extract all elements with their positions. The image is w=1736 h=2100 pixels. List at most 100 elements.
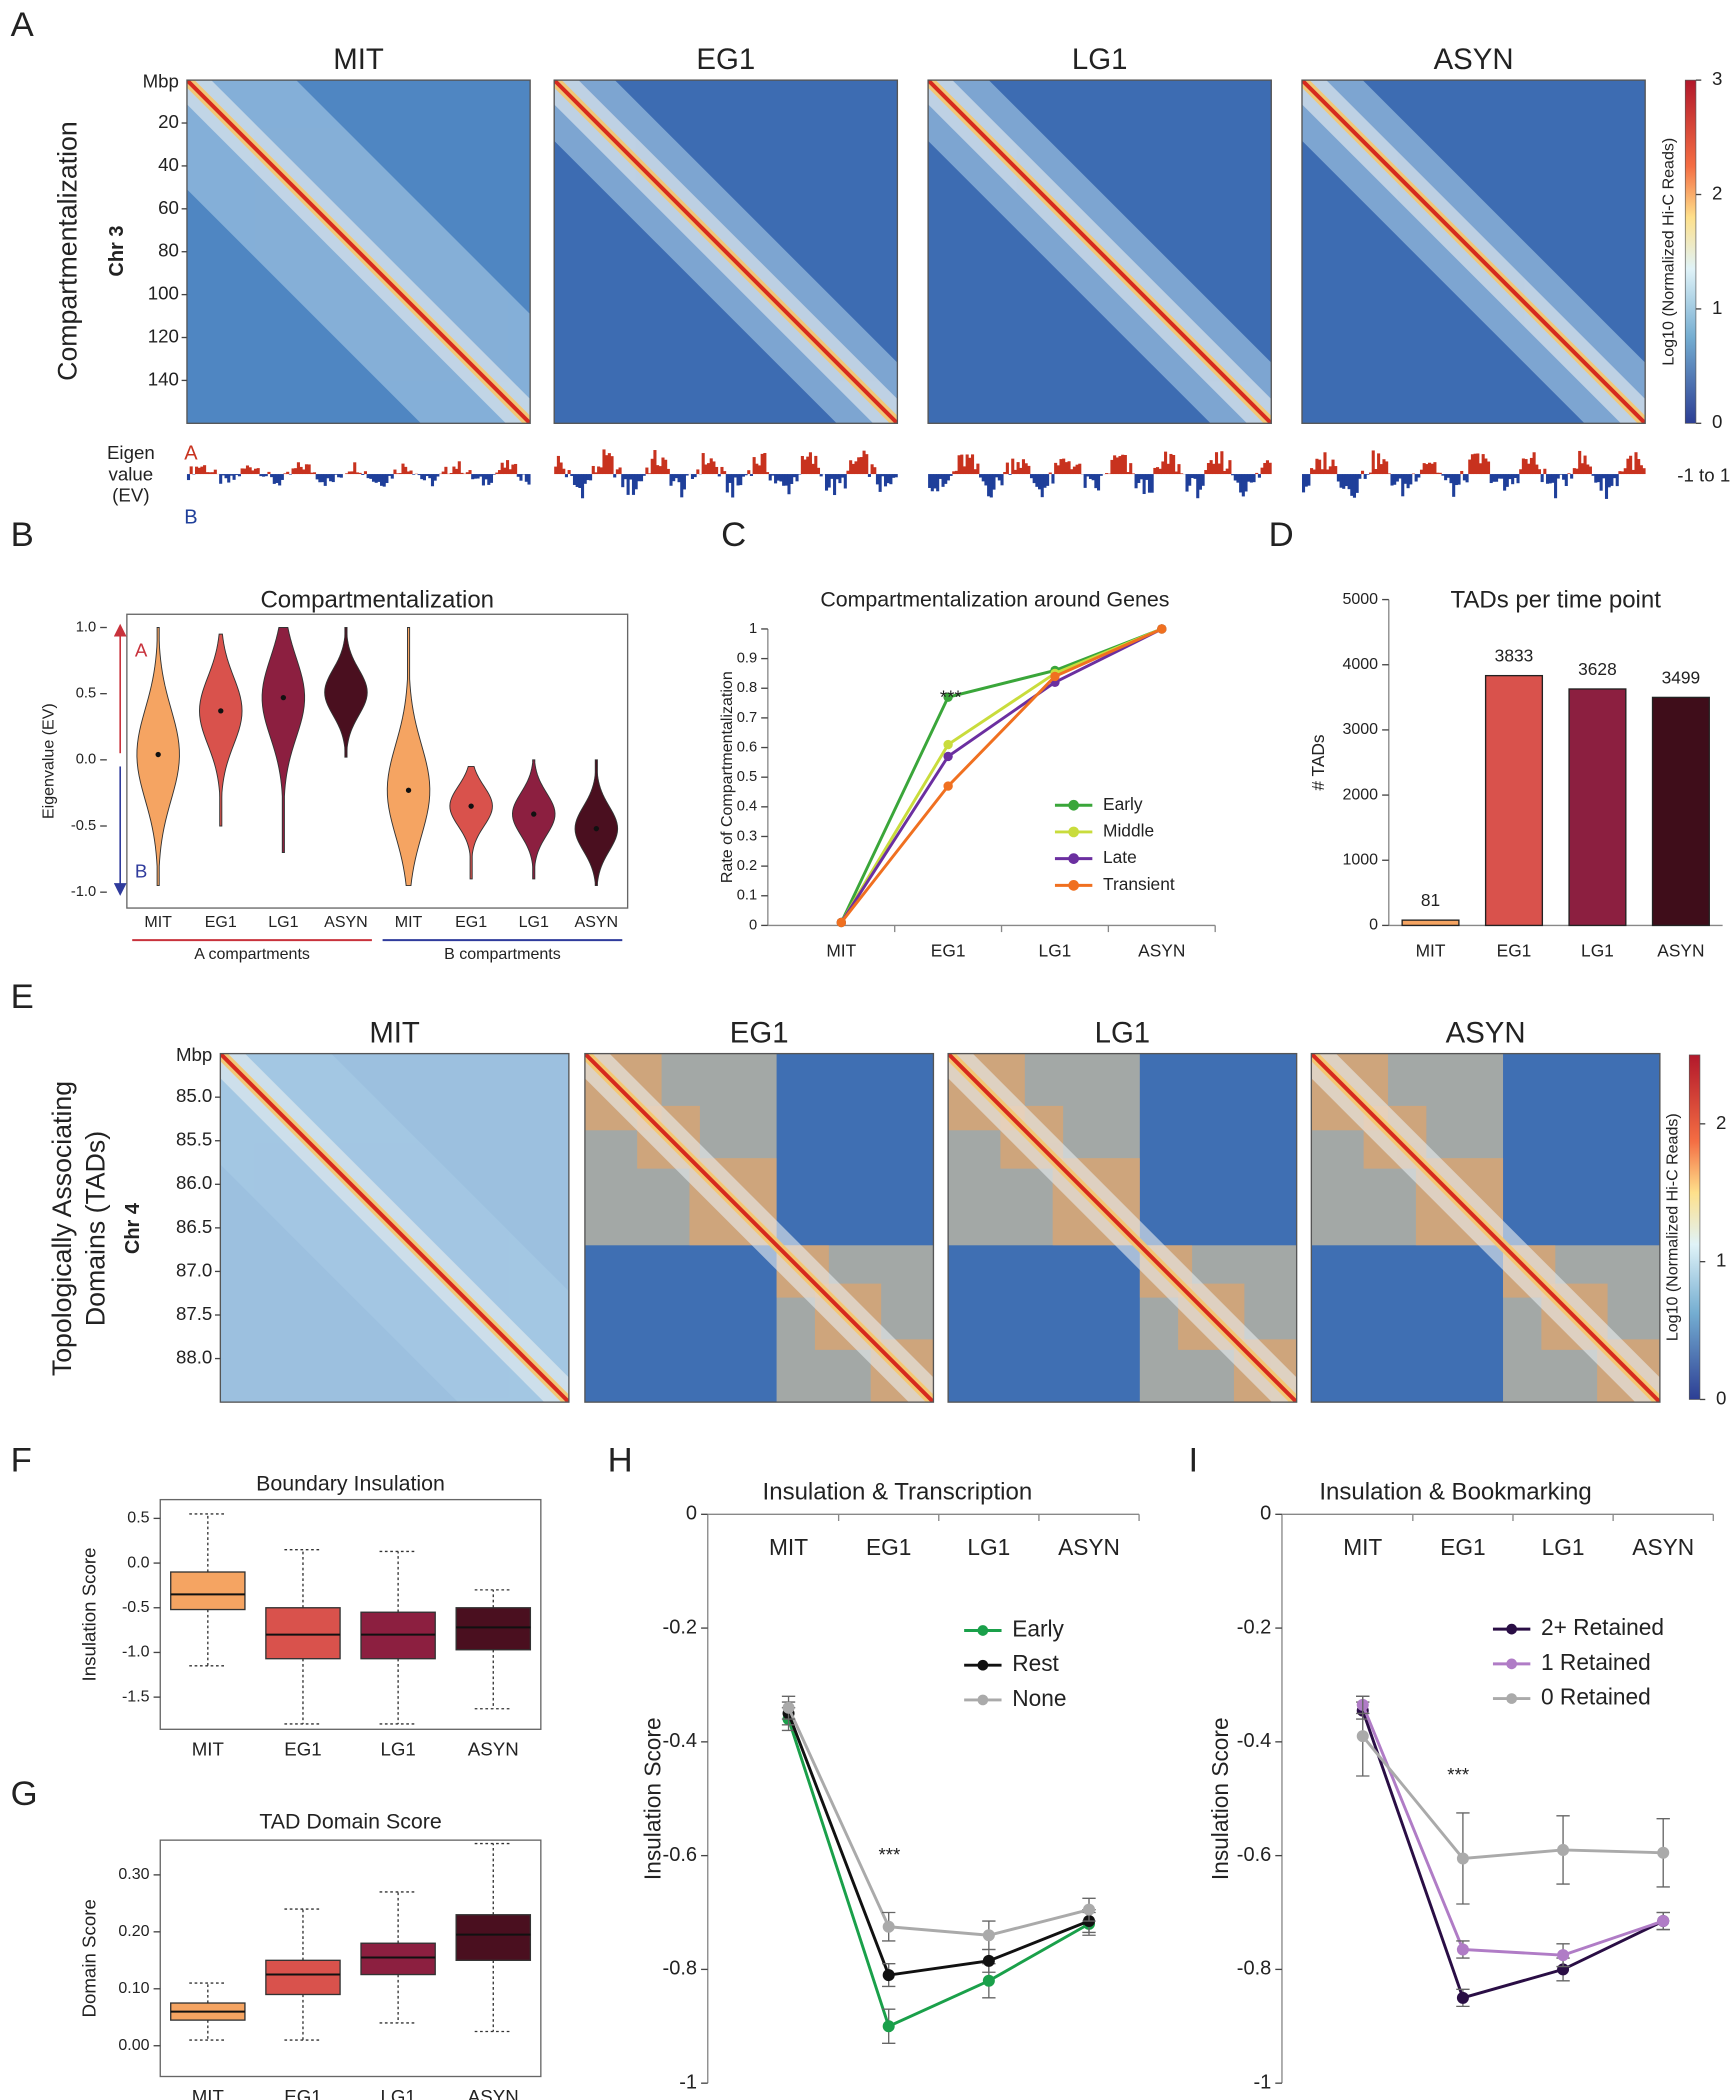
eigen-bar bbox=[629, 474, 633, 480]
eigen-bar bbox=[1476, 453, 1480, 475]
heatmap bbox=[928, 80, 1272, 424]
heatmap-frame bbox=[927, 79, 1272, 424]
eigen-bar bbox=[1398, 474, 1402, 479]
eigen-bar bbox=[1153, 467, 1157, 475]
eigen-bar bbox=[639, 474, 644, 482]
group-annotation: B bbox=[135, 860, 147, 881]
x-tick-label: MIT bbox=[1416, 941, 1446, 961]
map-title: MIT bbox=[369, 1017, 420, 1050]
eigen-bar bbox=[1470, 454, 1474, 475]
eigen-bar bbox=[1390, 474, 1394, 486]
eigen-bar bbox=[941, 474, 945, 487]
panel-letter: C bbox=[721, 516, 746, 554]
value-label: 3628 bbox=[1578, 659, 1617, 679]
eigen-bar bbox=[506, 460, 510, 475]
eigen-bar bbox=[345, 473, 349, 475]
eigen-bar bbox=[1543, 468, 1547, 475]
point bbox=[1082, 1903, 1096, 1916]
map-title: ASYN bbox=[1446, 1017, 1526, 1050]
x-tick-label: MIT bbox=[769, 1534, 808, 1560]
y-tick-label: 3000 bbox=[1342, 720, 1378, 738]
eigen-bar bbox=[621, 474, 625, 488]
eigen-bar bbox=[1067, 461, 1071, 475]
eigen-bar bbox=[1220, 451, 1224, 475]
eigen-bar bbox=[1190, 474, 1194, 479]
eigen-bar bbox=[1097, 474, 1101, 491]
eigen-bar bbox=[473, 474, 477, 479]
eigen-bar bbox=[1336, 474, 1340, 482]
eigen-bar bbox=[736, 474, 740, 486]
eigen-bar bbox=[849, 460, 853, 475]
chromosome-label: Chr 3 bbox=[106, 225, 128, 276]
eigen-bar bbox=[1206, 462, 1211, 475]
eigen-bar bbox=[514, 463, 518, 475]
legend-marker bbox=[1506, 1658, 1517, 1670]
heatmap-frame bbox=[947, 1052, 1298, 1403]
eigen-bar bbox=[1516, 474, 1520, 484]
eigen-bar bbox=[960, 454, 964, 475]
eigen-bar bbox=[997, 474, 1001, 481]
eigen-bar bbox=[1304, 474, 1308, 487]
eigen-bar bbox=[669, 474, 673, 486]
heatmap bbox=[1301, 80, 1646, 424]
eigen-bar bbox=[428, 474, 432, 479]
eigen-bar bbox=[1016, 462, 1020, 475]
eigen-bar bbox=[685, 474, 689, 476]
eigen-bar bbox=[444, 466, 448, 475]
eigen-bar bbox=[1489, 474, 1493, 484]
eigen-bar bbox=[452, 466, 456, 475]
eigen-bar bbox=[578, 474, 582, 488]
eigen-bar bbox=[497, 470, 502, 475]
eigen-bar bbox=[1249, 474, 1253, 483]
x-tick-label: ASYN bbox=[1138, 941, 1185, 961]
eigen-bar bbox=[1570, 474, 1574, 479]
y-tick-label: 80 bbox=[158, 240, 179, 261]
eigen-bar bbox=[278, 474, 282, 486]
eigen-bar bbox=[1161, 461, 1165, 475]
eigen-bar bbox=[390, 474, 394, 479]
eigen-bar bbox=[288, 474, 292, 475]
eigen-bar bbox=[310, 472, 314, 475]
chart-title: Boundary Insulation bbox=[256, 1472, 445, 1496]
eigen-bar bbox=[1433, 462, 1437, 475]
eigen-bar bbox=[197, 467, 201, 475]
x-tick-label: EG1 bbox=[205, 913, 237, 931]
series-line bbox=[787, 1707, 1090, 1937]
eigen-bar bbox=[237, 474, 241, 477]
eigen-bar bbox=[1110, 459, 1114, 475]
eigen-bar bbox=[1621, 471, 1625, 475]
eigen-bar bbox=[1599, 474, 1603, 491]
eigen-bar bbox=[205, 472, 209, 475]
eigen-bar bbox=[1198, 474, 1202, 490]
eigen-bar bbox=[516, 474, 520, 477]
eigen-bar bbox=[398, 473, 402, 475]
eigen-bar bbox=[623, 474, 627, 480]
median-dot bbox=[155, 751, 161, 758]
eigen-label: Eigen bbox=[107, 442, 155, 463]
y-tick-label: 0.2 bbox=[737, 858, 757, 874]
eigen-bar bbox=[221, 474, 225, 476]
eigen-bar bbox=[457, 461, 461, 475]
eigen-bar bbox=[272, 474, 276, 484]
eigen-bar bbox=[235, 474, 239, 476]
eigen-bar bbox=[1395, 474, 1399, 482]
eigen-bar bbox=[870, 464, 874, 475]
y-tick-label: 140 bbox=[148, 368, 179, 389]
heatmap-diagonal bbox=[1301, 80, 1646, 424]
y-axis-title: Eigenvalue (EV) bbox=[40, 703, 58, 819]
colorbar-title: Log10 (Normalized Hi-C Reads) bbox=[1663, 1113, 1681, 1341]
eigen-bar bbox=[1257, 474, 1261, 478]
value-label: 81 bbox=[1421, 890, 1440, 910]
eigen-bar bbox=[1583, 455, 1587, 475]
eigen-bar bbox=[1201, 474, 1205, 486]
legend-marker bbox=[977, 1659, 989, 1671]
eigen-bar bbox=[409, 470, 413, 475]
box bbox=[265, 1607, 341, 1660]
whisker-low bbox=[474, 1960, 512, 2033]
eigen-bar bbox=[1615, 474, 1619, 487]
eigen-bar bbox=[701, 453, 705, 475]
eigen-bar bbox=[460, 472, 464, 475]
eigen-bar bbox=[787, 474, 791, 495]
eigen-bar bbox=[1228, 460, 1232, 475]
eigen-bar bbox=[1545, 474, 1550, 484]
